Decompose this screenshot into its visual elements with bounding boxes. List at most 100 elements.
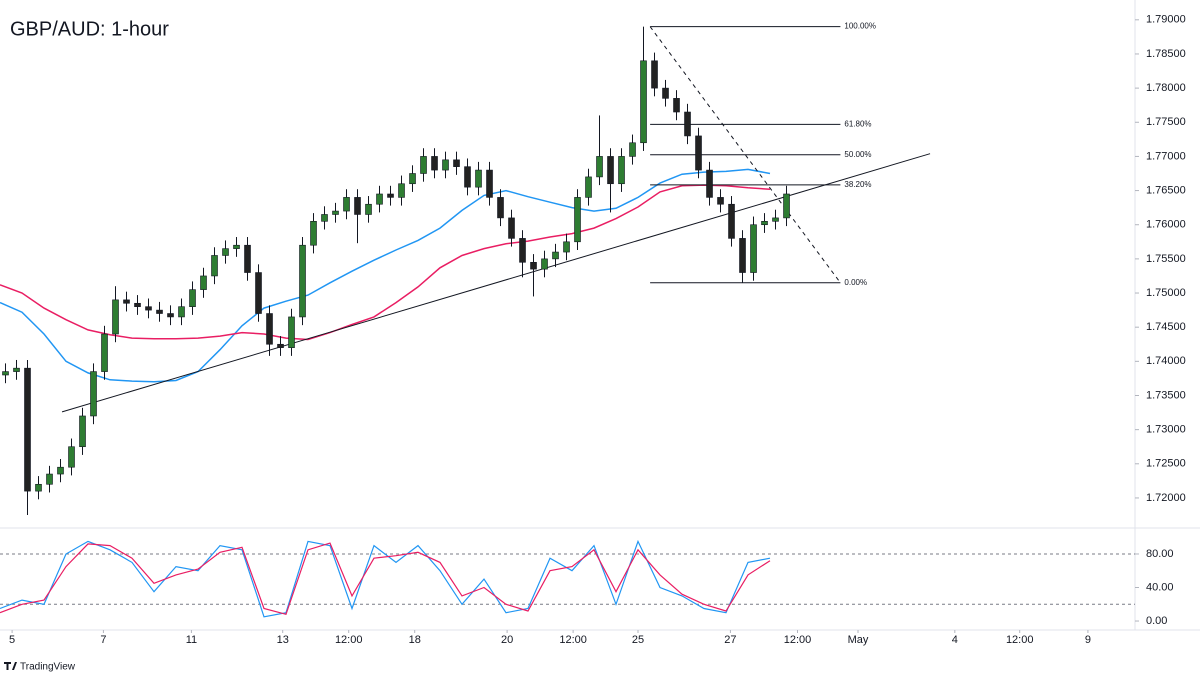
brand-logo: TradingView [4,662,76,673]
candle-body [442,159,449,171]
y-tick-label: 1.72000 [1146,492,1186,504]
candle-body [35,483,42,492]
candle-body [387,193,394,198]
candle-body [541,258,548,270]
candle-body [497,197,504,219]
oscillator-line [0,539,771,618]
oscillator-line [0,542,771,616]
candle-body [222,248,229,256]
candle-body [486,169,493,198]
y-tick-label: 1.72500 [1146,458,1186,470]
fib-label: 0.00% [844,278,867,287]
candle-body [607,156,614,185]
y-tick-label: 1.76500 [1146,184,1186,196]
candle-body [354,197,361,215]
brand: TradingView [20,662,76,673]
candle-body [24,367,31,492]
candle-body [717,197,724,205]
x-tick-label: 9 [1085,634,1091,646]
chart-title: GBP/AUD: 1-hour [10,18,169,40]
candle-body [739,238,746,273]
candle-body [684,111,691,137]
y-tick-label: 1.78000 [1146,82,1186,94]
candle-body [398,183,405,198]
candle-body [200,275,207,290]
candle-body [761,221,768,226]
candle-body [519,238,526,263]
candle-body [662,87,669,99]
candle-body [530,261,537,270]
candle-body [453,159,460,167]
candle-body [574,197,581,243]
x-tick-label: 12:00 [784,634,812,646]
candle-body [244,244,251,273]
x-tick-label: 12:00 [1006,634,1034,646]
candle-body [343,197,350,212]
candle-body [618,156,625,185]
candle-body [90,371,97,417]
y-tick-label: 1.77000 [1146,150,1186,162]
candle-body [640,60,647,144]
candle-body [145,306,152,311]
y-tick-label: 1.74500 [1146,321,1186,333]
y-tick-label: 0.00 [1146,615,1167,627]
candle-body [728,203,735,239]
moving-average [0,168,771,383]
x-tick-label: 11 [186,634,197,646]
candle-body [57,466,64,475]
y-tick-label: 1.73500 [1146,389,1186,401]
y-tick-label: 1.75000 [1146,287,1186,299]
candle-body [167,313,174,318]
candle-body [596,156,603,178]
y-tick-label: 1.75500 [1146,253,1186,265]
y-tick-label: 40.00 [1146,581,1174,593]
x-tick-label: 7 [100,634,106,646]
x-tick-label: 18 [409,634,421,646]
candle-body [651,60,658,89]
fib-label: 50.00% [844,150,871,159]
y-tick-label: 1.77500 [1146,116,1186,128]
candle-body [112,299,119,335]
x-tick-label: 27 [724,634,736,646]
fib-diagonal [649,26,841,284]
candle-body [695,135,702,171]
candle-body [783,193,790,219]
candle-body [2,371,9,376]
candle-body [321,214,328,222]
candle-body [420,156,427,174]
y-tick-label: 1.78500 [1146,48,1186,60]
candle-body [585,176,592,198]
y-tick-label: 80.00 [1146,548,1174,560]
candle-body [431,156,438,171]
candle-body [68,446,75,468]
candle-body [13,367,20,372]
x-tick-label: 4 [952,634,958,646]
x-tick-label: 12:00 [335,634,363,646]
fib-label: 38.20% [844,180,871,189]
candle-body [189,289,196,307]
candle-body [266,313,273,345]
fib-label: 61.80% [844,119,871,128]
fib-label: 100.00% [844,22,876,31]
x-tick-label: 12:00 [559,634,587,646]
candle-body [277,343,284,348]
candle-body [101,333,108,372]
candle-body [211,255,218,277]
candle-body [178,306,185,318]
candle-body [508,217,515,239]
candle-body [563,241,570,253]
candle-body [332,210,339,215]
candle-body [79,415,86,448]
candle-body [46,473,53,485]
x-tick-label: 5 [9,634,15,646]
candle-body [409,173,416,185]
x-tick-label: May [848,634,869,646]
candle-body [123,299,130,304]
candle-body [629,142,636,157]
candle-body [772,217,779,222]
candle-body [475,169,482,188]
candle-body [255,272,262,314]
candle-body [310,221,317,246]
x-tick-label: 20 [501,634,513,646]
candle-body [706,169,713,198]
